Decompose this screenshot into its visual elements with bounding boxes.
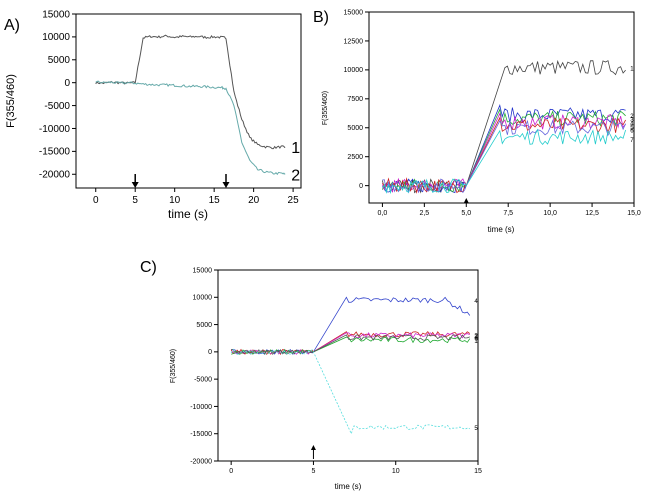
c-ytick-label: 15000 [193, 267, 213, 274]
c-ytick-label: -15000 [190, 431, 212, 438]
panel-b-series-7-label: 7 [630, 138, 634, 144]
panel-c-series-1-line [231, 336, 471, 355]
panel-b-series-1-label: 1 [630, 67, 634, 73]
panel-b-series-3-line [382, 108, 626, 193]
c-ytick-label: -10000 [190, 404, 212, 411]
a-ytick-label: -5000 [44, 101, 70, 112]
panel-c: 0 5 10 15 150001000050000-5000-10000-15000-… [170, 267, 482, 491]
a-ytick-label: 15000 [42, 9, 70, 20]
c-ytick-label: 0 [208, 349, 212, 356]
panel-b-series-4-label: 4 [630, 121, 634, 127]
panel-b-series-7-line [382, 128, 626, 195]
b-xtick-label: 12,5 [585, 210, 599, 217]
panel-a-frame [75, 13, 302, 189]
panel-b-series-2-label: 2 [630, 114, 634, 120]
b-ytick-label: 12500 [344, 38, 364, 45]
panel-c-series-5-line [230, 348, 470, 435]
panel-c-series-1-label: 1 [474, 339, 478, 345]
b-ytick-label: 7500 [347, 96, 363, 103]
panel-b-xlabel: time (s) [488, 225, 515, 234]
panel-c-series-2-label: 2 [474, 333, 478, 339]
c-ytick-label: -20000 [190, 458, 212, 465]
panel-c-series-4-line [231, 296, 471, 355]
b-xtick-label: 0,0 [378, 210, 388, 217]
c-ytick-label: 10000 [193, 295, 213, 302]
c-ytick-label: 5000 [196, 322, 212, 329]
panel-b-arrow-up-icon [463, 198, 469, 203]
a-xtick-label: 5 [132, 195, 138, 206]
b-ytick-label: 0 [359, 183, 363, 190]
panel-a-series-1-label: 1 [291, 140, 300, 157]
a-ytick-label: 0 [64, 78, 70, 89]
panel-a-arrow-down-icon [222, 174, 230, 188]
panel-a: 0 5 10 15 20 25 15000 10000 5000 0 -5000 -10000 -15… [5, 9, 302, 221]
c-xtick-label: 5 [311, 468, 315, 475]
a-ytick-label: -20000 [39, 170, 71, 181]
b-xtick-label: 2,5 [419, 210, 429, 217]
a-ytick-label: 10000 [42, 32, 70, 43]
a-xtick-label: 25 [288, 195, 300, 206]
panel-b-series-5-line [382, 116, 626, 194]
panel-b-series-3-label: 3 [630, 117, 634, 123]
b-ytick-label: 15000 [344, 9, 364, 16]
b-ytick-label: 5000 [347, 125, 363, 132]
panel-b-series-6-label: 6 [630, 128, 634, 134]
a-ytick-label: -10000 [39, 124, 71, 135]
panel-c-series-3-label: 3 [474, 334, 478, 340]
c-xtick-label: 0 [229, 468, 233, 475]
panel-b-series-5-label: 5 [630, 125, 634, 131]
panel-c-arrow-up-icon [310, 445, 316, 459]
panel-a-label: A) [4, 17, 20, 34]
panel-a-series-2-label: 2 [291, 167, 300, 184]
panel-b-frame [368, 11, 635, 204]
b-ytick-label: 2500 [347, 154, 363, 161]
b-ytick-label: 10000 [344, 67, 364, 74]
panel-b-series-6-line [382, 119, 626, 194]
c-xtick-label: 15 [474, 468, 482, 475]
panel-c-series-4-label: 4 [474, 299, 478, 305]
panel-c-series-6-line [231, 334, 470, 356]
b-xtick-label: 7,5 [503, 210, 513, 217]
panel-a-ylabel: F(355/460) [5, 74, 17, 128]
b-xtick-label: 10,0 [543, 210, 557, 217]
c-xtick-label: 10 [392, 468, 400, 475]
panel-c-series-6-label: 6 [474, 337, 478, 343]
panel-c-series-5-label: 5 [474, 426, 478, 432]
panel-c-xlabel: time (s) [335, 482, 362, 491]
a-xtick-label: 15 [209, 195, 221, 206]
panel-b-series-1-line [382, 59, 626, 194]
panel-a-arrow-down-icon [131, 174, 139, 188]
panel-a-series-2-line [95, 80, 286, 176]
panel-c-ylabel: F(355/460) [170, 349, 177, 383]
b-xtick-label: 5,0 [461, 210, 471, 217]
c-ytick-label: -5000 [194, 376, 212, 383]
panel-a-xlabel: time (s) [168, 207, 208, 221]
b-xtick-label: 15,0 [627, 210, 641, 217]
panel-b-label: B) [313, 9, 329, 26]
a-xtick-label: 0 [93, 195, 99, 206]
a-xtick-label: 10 [169, 195, 181, 206]
panel-a-series-1-line [95, 34, 286, 150]
panel-c-frame [217, 269, 479, 462]
a-ytick-label: -15000 [39, 147, 71, 158]
panel-c-label: C) [140, 259, 157, 276]
panel-b-ylabel: F(355/460) [322, 91, 329, 125]
panel-b-series-2-line [382, 103, 626, 194]
a-xtick-label: 20 [248, 195, 260, 206]
a-ytick-label: 5000 [48, 55, 71, 66]
panel-b: 0,0 2,5 5,0 7,5 10,0 12,5 15,0 150001250010000… [322, 9, 641, 234]
